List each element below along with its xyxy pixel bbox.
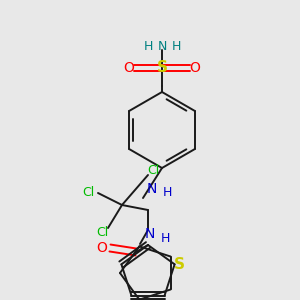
Text: H: H xyxy=(171,40,181,52)
Text: H: H xyxy=(162,187,172,200)
Text: S: S xyxy=(157,61,167,76)
Text: O: O xyxy=(97,241,107,255)
Text: Cl: Cl xyxy=(147,164,159,178)
Text: H: H xyxy=(160,232,170,244)
Text: N: N xyxy=(145,227,155,241)
Text: Cl: Cl xyxy=(96,226,108,238)
Text: H: H xyxy=(143,40,153,52)
Text: N: N xyxy=(157,40,167,52)
Text: S: S xyxy=(174,257,185,272)
Text: O: O xyxy=(190,61,200,75)
Text: Cl: Cl xyxy=(82,187,94,200)
Text: O: O xyxy=(124,61,134,75)
Text: N: N xyxy=(147,182,157,196)
